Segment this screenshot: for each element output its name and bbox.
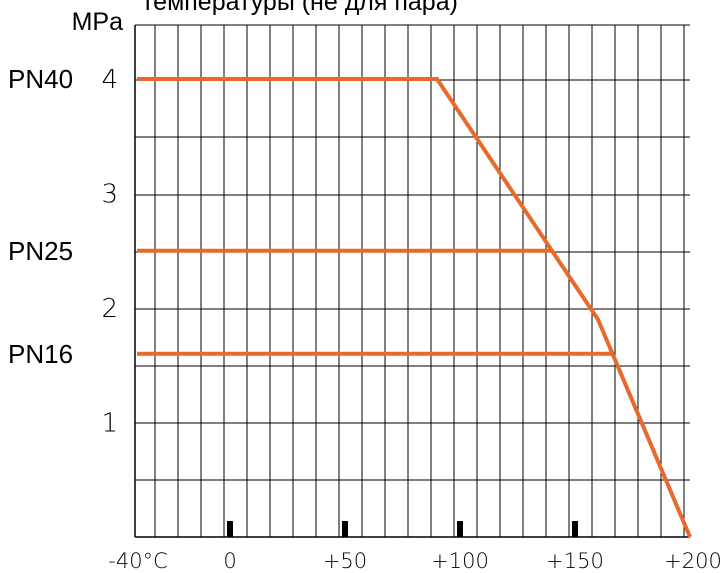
- x-tick-label: +200: [664, 549, 722, 573]
- x-tick-marker: [342, 521, 348, 537]
- series-label-pn16: PN16: [8, 339, 73, 369]
- x-tick-label: -40°C: [108, 549, 167, 573]
- x-tick-marker: [227, 521, 233, 537]
- chart-title: температуры (не для пара): [142, 0, 458, 16]
- y-tick-label: 4: [101, 65, 118, 95]
- y-tick-label: 3: [101, 180, 118, 210]
- y-tick-label: 1: [101, 409, 118, 439]
- x-tick-label: 0: [223, 549, 236, 573]
- x-tick-label: +150: [546, 549, 604, 573]
- x-tick-label: +100: [431, 549, 489, 573]
- series-labels: PN40 PN25 PN16: [8, 64, 73, 369]
- series-label-pn25: PN25: [8, 236, 73, 266]
- y-tick-label: 2: [101, 294, 118, 324]
- x-tick-labels: -40°C 0 +50 +100 +150 +200: [108, 549, 722, 573]
- x-tick-marker: [457, 521, 463, 537]
- x-tick-label: +50: [323, 549, 367, 573]
- y-tick-labels: 1 2 3 4: [101, 65, 118, 439]
- series-lines: [137, 77, 692, 538]
- x-tick-markers: [227, 521, 578, 537]
- series-line-pn40: [137, 77, 692, 538]
- x-tick-marker: [572, 521, 578, 537]
- grid: [134, 24, 690, 538]
- series-label-pn40: PN40: [8, 64, 73, 94]
- y-axis-unit-label: MPa: [72, 8, 124, 36]
